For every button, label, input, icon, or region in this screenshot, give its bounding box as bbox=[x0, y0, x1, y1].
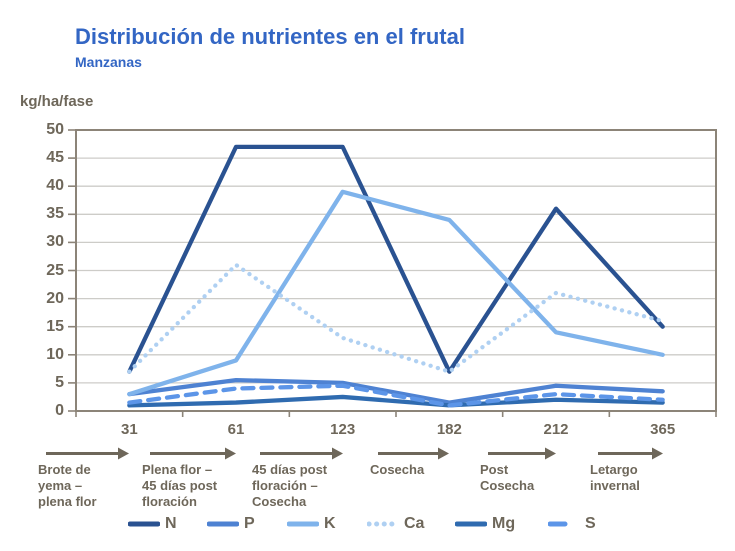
series-line-P bbox=[127, 377, 665, 405]
legend-label: S bbox=[585, 515, 596, 532]
legend-marker-K bbox=[287, 521, 319, 527]
phase-arrow-icon bbox=[488, 447, 556, 460]
legend-marker-Mg bbox=[455, 521, 487, 527]
phase-block: Cosecha bbox=[370, 447, 478, 478]
phase-label: Brote de yema – plena flor bbox=[38, 462, 97, 509]
phase-block: Letargo invernal bbox=[590, 447, 698, 494]
y-tick-label: 25 bbox=[46, 261, 64, 279]
x-tick-label: 123 bbox=[330, 421, 356, 438]
phase-block: Post Cosecha bbox=[480, 447, 588, 494]
legend-item-K: K bbox=[287, 513, 336, 535]
chart-title: Distribución de nutrientes en el frutal bbox=[75, 24, 465, 49]
legend-marker-P bbox=[207, 521, 239, 527]
x-tick-label: 31 bbox=[120, 421, 138, 438]
legend-item-Mg: Mg bbox=[455, 513, 515, 535]
phase-label: 45 días post floración – Cosecha bbox=[252, 462, 328, 509]
chart-subtitle: Manzanas bbox=[75, 54, 142, 70]
phase-arrow-icon bbox=[260, 447, 343, 460]
legend-item-S: S bbox=[548, 513, 596, 535]
y-tick-label: 45 bbox=[46, 149, 64, 167]
legend-label: K bbox=[324, 515, 336, 532]
phase-block: Brote de yema – plena flor bbox=[38, 447, 146, 510]
series-line-Mg bbox=[127, 394, 665, 408]
phase-label: Plena flor – 45 días post floración bbox=[142, 462, 218, 509]
legend-marker-S bbox=[548, 521, 568, 527]
y-tick-label: 35 bbox=[46, 205, 64, 223]
phase-label: Cosecha bbox=[370, 462, 425, 477]
phase-arrow-icon bbox=[46, 447, 129, 460]
series-line-S bbox=[127, 383, 665, 408]
legend-label: Ca bbox=[404, 515, 425, 532]
y-tick-label: 20 bbox=[46, 289, 64, 307]
y-axis-title: kg/ha/fase bbox=[20, 93, 94, 110]
y-tick-label: 0 bbox=[55, 402, 64, 419]
series-line-N bbox=[127, 144, 665, 374]
phase-arrow-icon bbox=[378, 447, 449, 460]
legend-marker-N bbox=[128, 521, 160, 527]
series-line-K bbox=[127, 189, 665, 397]
x-tick-label: 61 bbox=[227, 421, 245, 438]
legend-label: Mg bbox=[492, 515, 516, 532]
legend-label: N bbox=[165, 515, 177, 532]
legend-label: P bbox=[244, 515, 255, 532]
phase-arrow-icon bbox=[150, 447, 236, 460]
legend-item-P: P bbox=[207, 513, 255, 535]
phase-block: 45 días post floración – Cosecha bbox=[252, 447, 360, 510]
x-tick-label: 212 bbox=[543, 421, 569, 438]
legend-item-N: N bbox=[128, 513, 177, 535]
phase-arrow-icon bbox=[598, 447, 663, 460]
y-tick-label: 15 bbox=[46, 317, 64, 335]
y-tick-label: 40 bbox=[46, 177, 64, 195]
phase-label: Post Cosecha bbox=[480, 462, 535, 493]
legend-marker-Ca bbox=[367, 521, 399, 527]
x-tick-label: 365 bbox=[650, 421, 676, 438]
series-line-Ca bbox=[127, 262, 665, 374]
y-tick-label: 50 bbox=[46, 121, 64, 138]
y-tick-label: 30 bbox=[46, 233, 64, 251]
phase-block: Plena flor – 45 días post floración bbox=[142, 447, 250, 510]
y-tick-label: 10 bbox=[46, 345, 64, 363]
y-tick-label: 5 bbox=[55, 373, 64, 391]
x-tick-label: 182 bbox=[436, 421, 462, 438]
phase-label: Letargo invernal bbox=[590, 462, 640, 493]
legend-item-Ca: Ca bbox=[367, 513, 424, 535]
